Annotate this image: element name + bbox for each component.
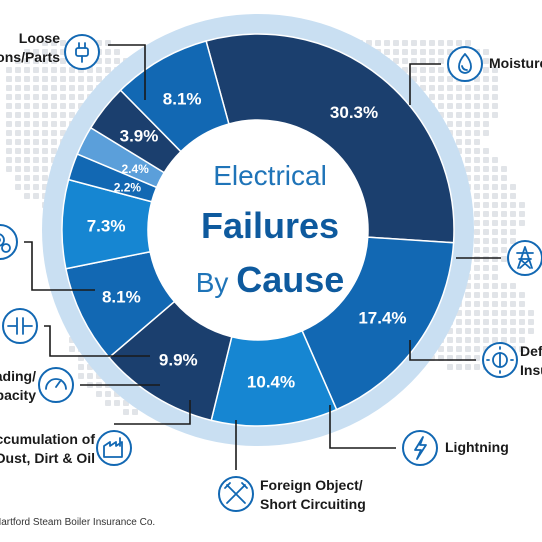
wrench-screwdriver-icon [224, 482, 248, 504]
slice-label-5: 8.1% [102, 288, 141, 307]
plug-circle [64, 34, 100, 70]
callout-1: Loose Connections/Parts [0, 30, 146, 100]
slice-label-2: 17.4% [358, 308, 406, 327]
lightning-circle [402, 430, 438, 466]
category-label-8-line-1: Overloading/ [0, 368, 36, 384]
category-label-7-line-1: Accumulation of [0, 431, 95, 447]
factory-icon [103, 437, 123, 458]
slice-label-8: 2.4% [121, 162, 149, 176]
callout-line-7 [114, 400, 191, 425]
transmission-tower-icon [516, 246, 534, 269]
category-label-8-line-2: Overcapacity [0, 387, 36, 403]
center-title-line-2: Failures [201, 205, 339, 246]
insulation-icon [486, 346, 514, 374]
category-label-4-line-2: Insulation [520, 362, 542, 378]
slice-label-6: 7.3% [87, 216, 126, 235]
callout-line-9 [44, 325, 150, 357]
center-title-line-1: Electrical [213, 160, 327, 191]
plug-icon [75, 42, 89, 63]
gauge-circle [38, 367, 74, 403]
water-drop-circle [447, 46, 483, 82]
source-note: Hartford Steam Boiler Insurance Co. [0, 517, 156, 528]
callout-2: Moisture [409, 46, 542, 105]
callout-3 [456, 240, 542, 276]
slice-label-1: 30.3% [330, 103, 378, 122]
callout-line-5 [329, 405, 396, 449]
transmission-tower-circle [507, 240, 542, 276]
callout-line-1 [108, 44, 146, 100]
water-drop-icon [458, 53, 472, 74]
callout-6: Foreign Object/Short Circuiting [218, 420, 366, 512]
slice-label-10: 8.1% [163, 89, 202, 108]
slice-label-3: 10.4% [247, 372, 295, 391]
capacitor-icon [7, 317, 33, 335]
capacitor-circle [2, 308, 38, 344]
category-label-7-line-2: Dust, Dirt & Oil [0, 450, 95, 466]
factory-circle [96, 430, 132, 466]
callout-line-10 [24, 241, 95, 291]
category-label-1-line-1: Loose [19, 30, 60, 46]
callout-10 [0, 224, 95, 291]
gauge-icon [45, 378, 67, 390]
center-title-line-3: By Cause [196, 259, 345, 300]
center-hole [148, 120, 368, 340]
callout-7: Accumulation of Dust, Dirt & Oil [0, 400, 191, 466]
category-label-6-line-1: Foreign Object/ [260, 477, 363, 493]
callout-5: Lightning [329, 405, 509, 466]
category-label-4-line-1: Defective [520, 343, 542, 359]
callout-line-4 [409, 340, 476, 361]
lightning-icon [414, 436, 427, 460]
category-label-1-line-2: Connections/Parts [0, 49, 60, 65]
gears-icon [0, 233, 11, 253]
callout-8: Overloading/Overcapacity [0, 367, 160, 403]
category-label-6-line-2: Short Circuiting [260, 496, 366, 512]
slice-label-9: 3.9% [120, 126, 159, 145]
category-label-5-line-1: Lightning [445, 439, 509, 455]
center-title-cause: Cause [236, 259, 344, 300]
callout-4: Defective Insulation [409, 340, 542, 378]
callout-line-2 [409, 63, 441, 105]
slice-label-4: 9.9% [159, 350, 198, 369]
gears-circle [0, 224, 18, 260]
slice-label-7: 2.2% [114, 180, 142, 194]
center-title-by: By [196, 267, 236, 298]
category-label-2-line-1: Moisture [489, 55, 542, 71]
callout-9 [2, 308, 150, 357]
